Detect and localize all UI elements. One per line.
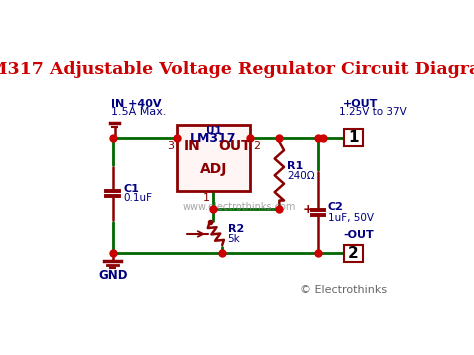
Text: C2: C2 [328, 202, 344, 212]
Text: LM317 Adjustable Voltage Regulator Circuit Diagram: LM317 Adjustable Voltage Regulator Circu… [0, 61, 474, 78]
Text: R1: R1 [287, 162, 304, 171]
Text: 3: 3 [167, 141, 174, 151]
FancyBboxPatch shape [344, 129, 363, 146]
Text: LM317: LM317 [190, 132, 237, 145]
Text: OUT: OUT [219, 138, 251, 153]
Text: ADJ: ADJ [200, 162, 227, 176]
Text: -OUT: -OUT [343, 230, 374, 240]
Text: 1.25V to 37V: 1.25V to 37V [339, 107, 407, 117]
Text: GND: GND [98, 269, 128, 282]
FancyBboxPatch shape [344, 245, 363, 262]
Text: 1.5A Max.: 1.5A Max. [111, 107, 167, 117]
Text: U1: U1 [206, 126, 221, 136]
Text: © Electrothinks: © Electrothinks [300, 285, 387, 295]
Text: 1: 1 [348, 130, 358, 145]
Text: 2: 2 [253, 141, 260, 151]
Text: 5k: 5k [228, 234, 240, 244]
Text: www.electrothinks.com: www.electrothinks.com [182, 202, 296, 212]
Text: C1: C1 [123, 184, 139, 193]
Text: 240Ω: 240Ω [287, 171, 315, 181]
Text: 1uF, 50V: 1uF, 50V [328, 213, 374, 223]
Text: +: + [303, 203, 314, 216]
Text: 1: 1 [203, 193, 210, 203]
FancyBboxPatch shape [177, 125, 250, 191]
Text: IN +40V: IN +40V [111, 99, 162, 109]
Text: 2: 2 [348, 246, 359, 261]
Text: +OUT: +OUT [343, 99, 379, 109]
Text: 0.1uF: 0.1uF [123, 193, 153, 203]
Text: R2: R2 [228, 224, 244, 234]
Text: IN: IN [183, 138, 201, 153]
